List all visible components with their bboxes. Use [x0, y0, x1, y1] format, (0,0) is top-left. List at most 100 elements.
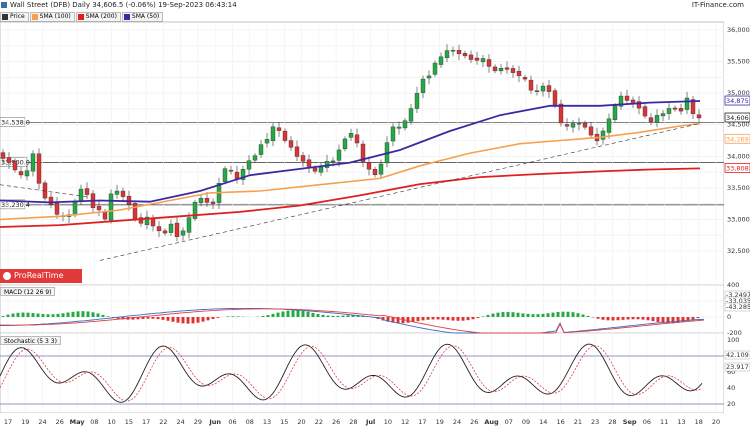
candle-body	[96, 206, 102, 211]
candle-body	[126, 195, 132, 205]
candle-body	[684, 97, 690, 110]
candle-body	[240, 169, 246, 180]
macd-bar	[546, 313, 550, 317]
candle-body	[498, 67, 504, 72]
macd-bar	[676, 317, 680, 323]
macd-bar	[131, 317, 135, 320]
legend-sma200[interactable]: SMA (200)	[75, 12, 121, 22]
candle-body	[144, 216, 150, 226]
macd-bar	[306, 311, 310, 317]
candle-body	[228, 169, 234, 172]
candle-body	[306, 159, 312, 167]
candle-body	[312, 167, 318, 172]
macd-bar	[31, 313, 35, 317]
candle-body	[564, 124, 570, 127]
time-axis-label: 20	[297, 418, 305, 426]
macd-bar	[381, 317, 385, 321]
time-axis-label: 20	[712, 418, 720, 426]
candle-body	[180, 230, 186, 236]
macd-bar	[311, 312, 315, 317]
macd-bar	[116, 317, 120, 319]
time-axis-label: 17	[142, 418, 150, 426]
macd-bar	[286, 310, 290, 317]
macd-bar	[291, 310, 295, 317]
stochastic-k-line	[0, 343, 703, 403]
candle-body	[132, 203, 138, 220]
macd-bar	[36, 313, 40, 317]
candle-body	[672, 107, 678, 110]
macd-bar	[651, 317, 655, 322]
time-axis-label: 28	[349, 418, 357, 426]
instrument-title: Wall Street (DFB) Daily 34,606.5 (-0.06%…	[10, 1, 237, 9]
sma50-line	[0, 100, 701, 204]
legend-sma100[interactable]: SMA (100)	[29, 12, 75, 22]
candle-body	[606, 118, 612, 133]
candle-body	[492, 66, 498, 72]
macd-bar	[496, 312, 500, 317]
candle-body	[630, 99, 636, 103]
time-axis-label: 17	[418, 418, 426, 426]
macd-bar	[391, 317, 395, 323]
candlestick-group	[0, 44, 702, 242]
macd-bar	[151, 317, 155, 319]
macd-bar	[411, 317, 415, 323]
macd-bar	[266, 315, 270, 317]
macd-bar	[486, 314, 490, 317]
candle-body	[570, 123, 576, 128]
legend-swatch	[123, 14, 130, 20]
macd-bar	[451, 317, 455, 321]
candle-body	[300, 155, 306, 162]
macd-bar	[301, 310, 305, 317]
price-axis-bg	[724, 22, 750, 413]
candle-body	[108, 193, 114, 221]
price-tag: 33,808	[726, 164, 749, 172]
candle-body	[342, 138, 348, 150]
macd-bar	[476, 317, 480, 318]
candle-body	[372, 169, 378, 176]
stochastic-tick-label: 20	[727, 400, 735, 408]
candle-body	[576, 122, 582, 125]
macd-bar	[66, 312, 70, 317]
macd-bar	[551, 312, 555, 317]
macd-tag: -33.035	[726, 297, 750, 305]
macd-bar	[671, 317, 675, 324]
candle-body	[666, 108, 672, 114]
macd-bar	[166, 317, 170, 321]
macd-tick-label: -200	[727, 329, 742, 337]
macd-bar	[196, 317, 200, 323]
time-axis-label: 08	[246, 418, 254, 426]
macd-bar	[276, 312, 280, 317]
time-axis-label: 29	[194, 418, 202, 426]
candle-body	[102, 211, 108, 220]
candle-body	[186, 217, 192, 233]
macd-bar	[6, 314, 10, 317]
macd-bar	[356, 315, 360, 317]
macd-bar	[331, 315, 335, 317]
macd-bar	[321, 314, 325, 317]
legend-sma50[interactable]: SMA (50)	[121, 12, 164, 22]
macd-bar	[581, 314, 585, 317]
candle-body	[486, 59, 492, 67]
time-axis-label: 24	[38, 418, 46, 426]
candle-body	[138, 217, 144, 224]
macd-pane	[0, 284, 725, 334]
macd-bar	[16, 312, 20, 317]
macd-bar	[641, 317, 645, 320]
candle-body	[168, 223, 174, 233]
candle-body	[54, 202, 60, 215]
candle-body	[660, 113, 666, 117]
macd-bar	[471, 317, 475, 320]
legend-price[interactable]: Price	[0, 12, 29, 22]
stochastic-pane	[0, 332, 725, 414]
macd-bar	[576, 313, 580, 317]
candle-body	[72, 201, 78, 216]
legend-swatch	[31, 14, 38, 20]
macd-bar	[141, 317, 145, 319]
macd-bar	[481, 316, 485, 317]
watermark-badge: ProRealTime	[0, 269, 82, 283]
candle-body	[6, 157, 12, 163]
candle-body	[264, 139, 270, 144]
macd-bar	[526, 313, 530, 317]
macd-bar	[11, 313, 15, 317]
